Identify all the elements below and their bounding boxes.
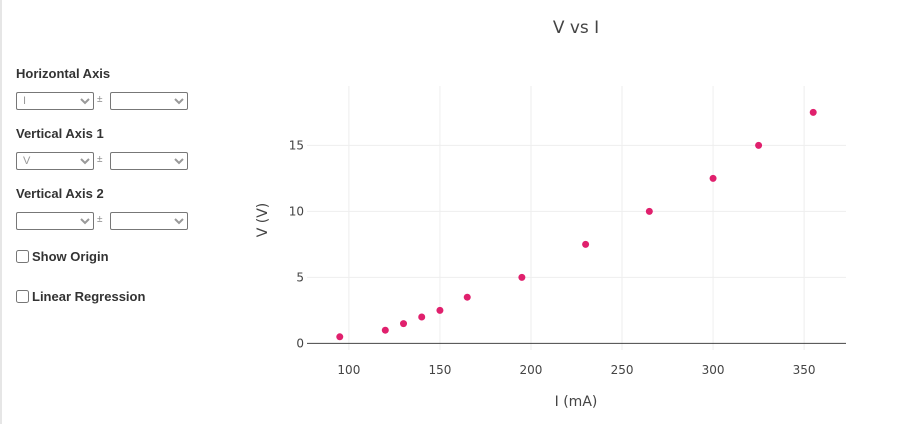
vertical-axis-2-select[interactable] [16,212,94,230]
data-point [463,293,471,301]
y-tick-label: 10 [289,204,304,218]
data-point [518,273,526,281]
vertical-axis-2-label: Vertical Axis 2 [16,186,104,201]
grid [307,86,846,350]
data-point [436,306,444,314]
linear-regression-label: Linear Regression [32,288,146,304]
x-tick-label: 300 [702,363,725,377]
data-points [336,108,817,341]
vertical-axis-1-select[interactable]: V [16,152,94,170]
y-tick-label: 0 [296,336,304,350]
show-origin-option[interactable]: Show Origin [16,248,109,264]
horizontal-axis-label: Horizontal Axis [16,66,111,81]
data-point [709,174,717,182]
show-origin-label: Show Origin [32,248,109,264]
x-tick-label: 250 [611,363,634,377]
data-point [645,207,653,215]
x-axis-label: I (mA) [555,394,598,410]
tick-labels: 100 150 200 250 300 350 0 5 10 15 [289,138,816,377]
x-tick-label: 100 [337,363,360,377]
linear-regression-checkbox[interactable] [16,289,29,303]
data-point [582,240,590,248]
plus-minus-symbol: ± [97,214,103,225]
data-point [809,108,817,116]
vertical-2-error-select[interactable] [110,212,188,230]
show-origin-checkbox[interactable] [16,249,29,263]
y-tick-label: 15 [289,138,304,152]
chart-title: V vs I [553,18,599,38]
data-point [336,333,344,341]
plus-minus-symbol: ± [97,94,103,105]
linear-regression-option[interactable]: Linear Regression [16,288,145,304]
panel-border [0,0,2,424]
data-point [418,313,426,321]
data-point [400,320,408,328]
x-tick-label: 200 [520,363,543,377]
y-axis-label: V (V) [255,203,271,238]
plus-minus-symbol: ± [97,154,103,165]
x-tick-label: 150 [428,363,451,377]
x-tick-label: 350 [793,363,816,377]
vertical-axis-1-label: Vertical Axis 1 [16,126,104,141]
vertical-1-error-select[interactable] [110,152,188,170]
data-point [381,326,389,334]
controls-panel: Horizontal Axis I ± Vertical Axis 1 V ± … [16,0,256,424]
horizontal-axis-select[interactable]: I [16,92,94,110]
horizontal-error-select[interactable] [110,92,188,110]
data-point [755,141,763,149]
y-tick-label: 5 [296,270,304,284]
